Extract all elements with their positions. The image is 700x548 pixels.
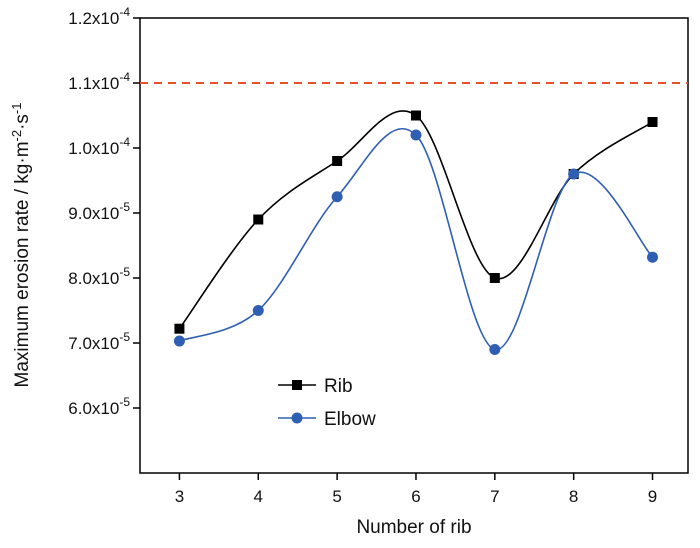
elbow-point [410,129,422,141]
x-tick-label: 3 [175,487,184,506]
y-axis-title-main: Maximum erosion rate / kg·m [12,141,33,387]
elbow-point [331,191,343,203]
legend-elbow-label: Elbow [324,409,376,430]
rib-point [647,117,658,127]
rib-point [489,273,500,283]
x-axis-ticks: 3 4 5 6 7 8 9 [175,473,657,506]
plot-frame [139,17,689,474]
x-tick-label: 8 [569,487,578,506]
rib-point [410,110,421,121]
y-tick-label: 9.0x10-5 [68,200,130,223]
x-tick-label: 7 [490,487,499,506]
legend-elbow-marker [291,412,303,424]
y-axis-ticks: 6.0x10-5 7.0x10-5 8.0x10-5 9.0x10-5 1.0x10-4… [68,5,140,418]
y-tick-label: 6.0x10-5 [68,395,130,418]
y-axis-title-exp2: -1 [9,103,24,115]
y-tick-label: 7.0x10-5 [68,330,130,353]
elbow-point [252,305,264,316]
x-tick-label: 9 [648,487,657,506]
y-axis-title-exp1: -2 [9,130,24,142]
legend: Rib Elbow [278,376,376,430]
x-tick-label: 5 [332,487,341,506]
x-tick-label: 4 [254,487,263,506]
y-tick-label: 1.0x10-4 [68,135,130,158]
y-tick-label: 1.2x10-4 [68,5,130,28]
elbow-point [489,344,501,355]
rib-point [174,323,185,334]
elbow-point [173,335,185,347]
y-tick-label: 8.0x10-5 [68,265,130,288]
legend-rib-label: Rib [324,376,353,397]
series-layer [173,110,659,355]
y-axis-title-mid: ·s [12,114,33,130]
rib-series-line [178,110,653,330]
y-axis-title: Maximum erosion rate / kg·m-2·s-1 [9,103,33,388]
elbow-point [647,251,659,263]
rib-point [332,156,343,166]
y-tick-label: 1.1x10-4 [68,70,130,93]
elbow-series-line [179,127,654,351]
x-tick-label: 6 [411,487,420,506]
x-axis-title: Number of rib [356,517,471,538]
rib-point [253,214,264,225]
elbow-point [568,168,580,180]
legend-rib-marker [292,380,302,390]
